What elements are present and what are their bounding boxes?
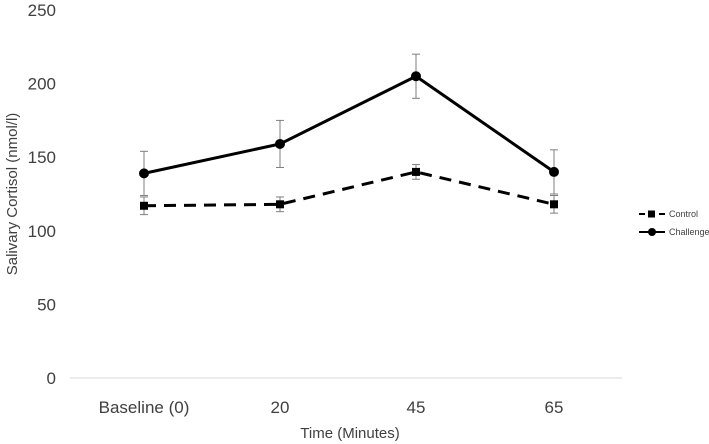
x-tick-label: 45	[407, 398, 426, 417]
x-tick-label: Baseline (0)	[99, 398, 190, 417]
legend-marker	[648, 210, 655, 218]
y-tick-label: 200	[28, 75, 56, 94]
x-axis-title: Time (Minutes)	[300, 425, 399, 442]
y-axis-title: Salivary Cortisol (nmol/l)	[4, 113, 21, 276]
x-axis-ticks: Baseline (0) 20 45 65	[99, 398, 564, 417]
series-layer	[139, 53, 559, 216]
y-axis-ticks: 0 50 100 150 200 250	[28, 1, 56, 388]
series-line	[143, 170, 555, 208]
data-point	[276, 200, 284, 209]
data-point	[275, 138, 285, 149]
series-line	[143, 74, 555, 175]
data-point	[412, 167, 420, 176]
series-challenge	[139, 53, 559, 196]
data-point	[139, 168, 149, 179]
x-tick-label: 20	[271, 398, 290, 417]
legend: Control Challenge	[639, 209, 709, 237]
y-tick-label: 250	[28, 1, 56, 20]
x-tick-label: 65	[545, 398, 564, 417]
legend-label: Control	[669, 209, 698, 219]
data-point	[550, 200, 558, 209]
legend-item-control: Control	[639, 209, 698, 219]
y-tick-label: 100	[28, 222, 56, 241]
series-control	[140, 164, 558, 216]
data-point	[411, 71, 421, 82]
data-point	[549, 166, 559, 177]
data-point	[140, 201, 148, 210]
y-tick-label: 0	[47, 369, 56, 388]
y-tick-label: 150	[28, 148, 56, 167]
legend-label: Challenge	[669, 227, 709, 237]
y-tick-label: 50	[37, 295, 56, 314]
legend-marker	[648, 228, 656, 236]
legend-item-challenge: Challenge	[639, 227, 709, 237]
